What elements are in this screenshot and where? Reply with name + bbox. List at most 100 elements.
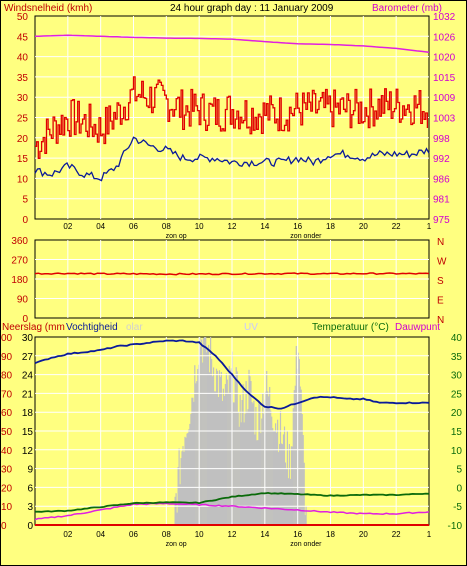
solar-tick-label: 21 [22,389,34,400]
solar-bar [207,349,209,525]
solar-tick-label: 24 [22,371,34,382]
right-tick-label: 1009 [433,93,456,104]
temperature-tick-label: -5 [453,502,462,513]
solar-bar [280,443,283,525]
temperature-tick-label: 35 [451,352,463,363]
left-tick-label: 25 [17,114,29,125]
solar-bar [291,446,293,525]
solar-bar [290,446,292,525]
solar-bar [233,402,235,525]
x-tick-label: 04 [96,222,105,231]
solar-bar [219,376,222,525]
x-tick-label: 22 [392,530,401,539]
left-tick-label: 50 [17,12,29,23]
compass-label: E [437,296,444,307]
x-tick-label: 1 [427,530,432,539]
sunrise-label: zon op [166,233,187,240]
solar-bar [301,414,303,525]
x-tick-label: 08 [162,530,171,539]
solar-bar [182,446,184,525]
solar-bar [249,376,251,525]
solar-bar [225,373,227,525]
solar-bar [181,451,183,525]
solar-bar [305,505,307,525]
solar-tick-label: 3 [27,502,33,513]
x-tick-label: 16 [293,222,302,231]
solar-bar [292,408,294,525]
solar-bar [272,428,274,525]
right-tick-label: 998 [433,134,450,145]
solar-bar [242,384,244,525]
direction-tick-label: 90 [17,295,29,306]
solar-bar [260,433,262,525]
temperature-tick-label: 10 [451,446,463,457]
humidity-tick-label: 60 [1,408,13,419]
solar-bar [287,478,289,525]
solar-bar [235,367,237,525]
solar-bar [270,410,272,525]
solar-bar [302,435,304,525]
gust-line [35,76,429,159]
x-tick-label: 20 [359,530,368,539]
solar-bar [175,493,177,525]
dewpoint-line [34,502,430,521]
solar-bar [201,339,203,525]
panel3-uv-label: UV [244,322,258,333]
solar-bar [241,400,243,525]
temperature-tick-label: 15 [451,427,463,438]
solar-bar [269,387,271,525]
humidity-tick-label: 40 [1,446,13,457]
solar-bar [224,384,226,525]
direction-tick-label: 0 [22,314,28,325]
solar-bar [190,413,192,525]
left-tick-label: 35 [17,73,29,84]
solar-bar [271,416,273,525]
solar-bar [188,429,190,525]
x-tick-label: 1 [427,222,432,231]
solar-bar [298,359,300,525]
left-tick-label: 0 [22,215,28,226]
solar-bar [283,426,286,525]
humidity-tick-label: 10 [1,502,13,513]
solar-bar [299,386,301,525]
solar-bar [238,426,240,525]
solar-tick-label: 0 [27,521,33,532]
right-tick-label: 981 [433,195,450,206]
left-tick-label: 45 [17,32,29,43]
solar-bar [208,344,210,525]
solar-bar [228,365,230,525]
solar-bar [282,434,285,525]
humidity-tick-label: 20 [1,483,13,494]
solar-bar [263,413,265,525]
solar-bar [255,407,257,525]
solar-bar [236,371,238,525]
x-tick-label: 10 [195,530,204,539]
solar-bar [253,400,255,525]
solar-bar [194,365,196,525]
solar-bar [278,452,280,525]
solar-bar [178,448,180,525]
panel3-solar-label: olar [126,322,143,333]
solar-tick-label: 27 [22,352,34,363]
solar-tick-label: 6 [27,483,33,494]
solar-bar [213,391,216,525]
solar-bar [247,409,249,525]
solar-bar [211,359,213,525]
solar-bar [234,379,236,525]
temperature-line [35,491,430,513]
solar-tick-label: 18 [22,408,34,419]
left-tick-label: 40 [17,53,29,64]
solar-bar [279,443,281,525]
solar-bar [286,430,288,525]
solar-bar [258,401,260,525]
solar-bar [276,432,278,525]
solar-bar [229,370,231,525]
solar-bar [202,362,204,525]
solar-bar [195,383,197,525]
solar-bar [191,397,193,525]
solar-bar [226,379,228,525]
x-tick-label: 16 [293,530,302,539]
solar-bar [239,394,241,525]
solar-bar [248,369,250,525]
solar-bar [230,368,232,525]
